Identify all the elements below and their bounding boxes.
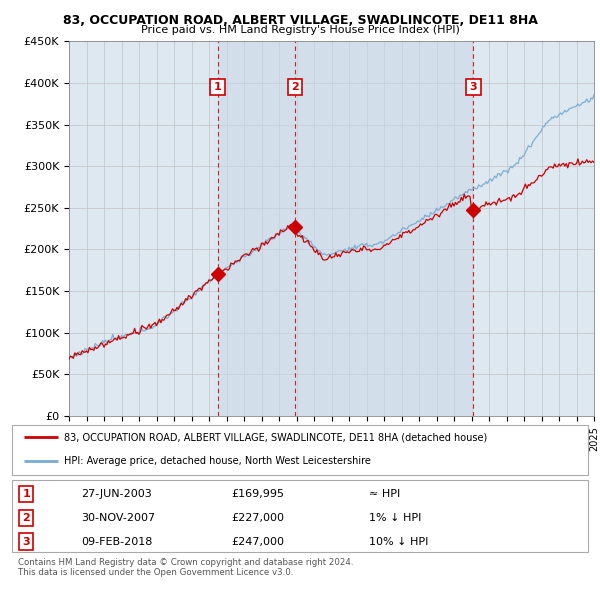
Text: 10% ↓ HPI: 10% ↓ HPI [369, 536, 428, 546]
Text: 3: 3 [23, 536, 30, 546]
Text: ≈ HPI: ≈ HPI [369, 489, 400, 499]
Text: 1: 1 [214, 82, 221, 92]
Text: 27-JUN-2003: 27-JUN-2003 [81, 489, 152, 499]
Text: 2: 2 [23, 513, 30, 523]
Text: 83, OCCUPATION ROAD, ALBERT VILLAGE, SWADLINCOTE, DE11 8HA (detached house): 83, OCCUPATION ROAD, ALBERT VILLAGE, SWA… [64, 432, 487, 442]
Text: 30-NOV-2007: 30-NOV-2007 [81, 513, 155, 523]
Bar [295, 41, 473, 416]
Text: 3: 3 [470, 82, 477, 92]
Text: £227,000: £227,000 [231, 513, 284, 523]
Text: 09-FEB-2018: 09-FEB-2018 [81, 536, 152, 546]
Text: 2: 2 [291, 82, 299, 92]
Text: 83, OCCUPATION ROAD, ALBERT VILLAGE, SWADLINCOTE, DE11 8HA: 83, OCCUPATION ROAD, ALBERT VILLAGE, SWA… [62, 14, 538, 27]
Text: Contains HM Land Registry data © Crown copyright and database right 2024.
This d: Contains HM Land Registry data © Crown c… [18, 558, 353, 577]
Text: HPI: Average price, detached house, North West Leicestershire: HPI: Average price, detached house, Nort… [64, 456, 371, 466]
Text: £247,000: £247,000 [231, 536, 284, 546]
Bar [218, 41, 295, 416]
Text: Price paid vs. HM Land Registry's House Price Index (HPI): Price paid vs. HM Land Registry's House … [140, 25, 460, 35]
Text: 1: 1 [23, 489, 30, 499]
Text: £169,995: £169,995 [231, 489, 284, 499]
Text: 1% ↓ HPI: 1% ↓ HPI [369, 513, 421, 523]
